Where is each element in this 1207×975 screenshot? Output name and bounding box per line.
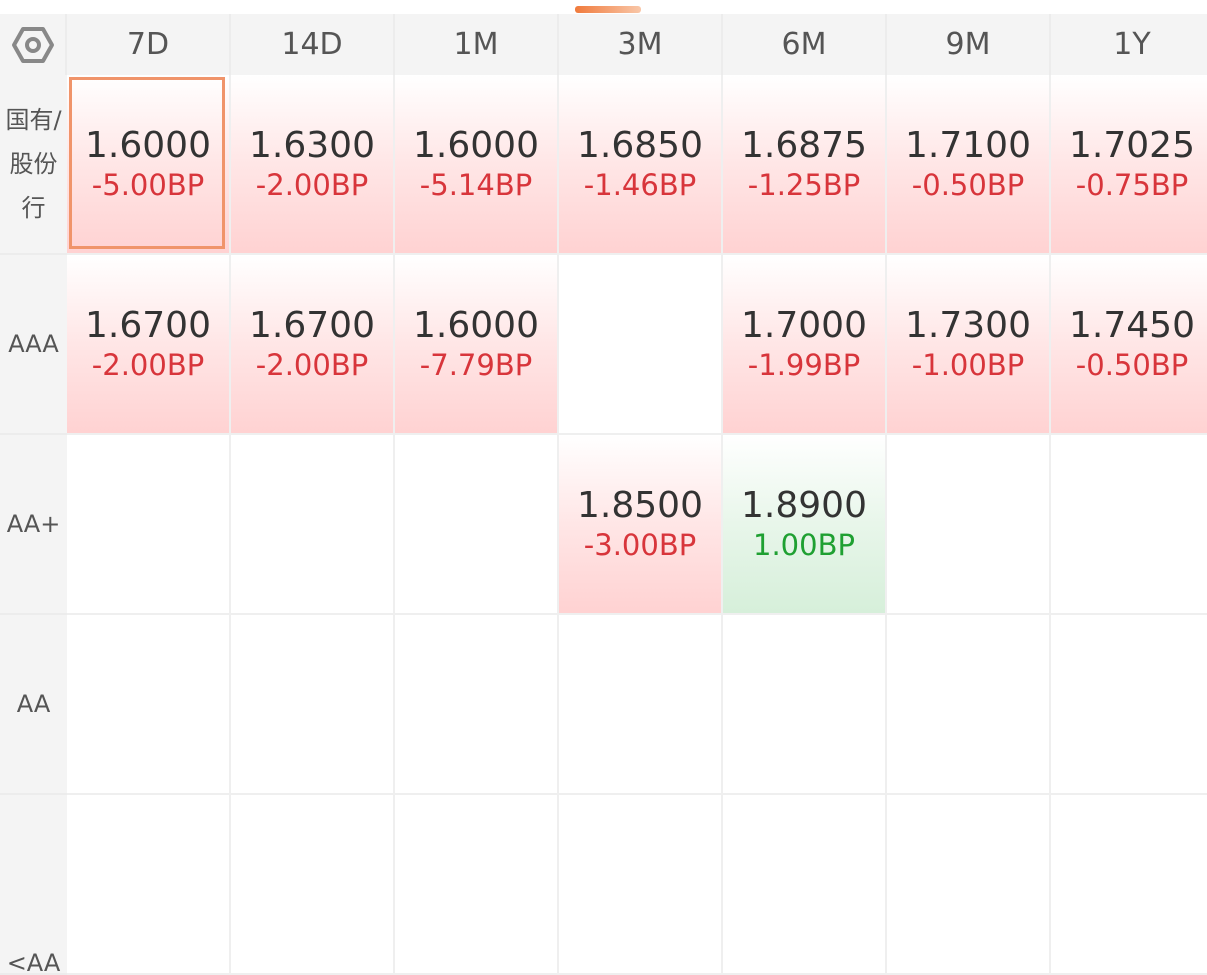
rate-cell[interactable]: 1.6000 -7.79BP [395,255,559,435]
top-bar [0,0,1207,14]
rate-change: -5.14BP [419,168,533,202]
rate-change: -2.00BP [255,168,369,202]
rate-change: -1.99BP [747,348,861,382]
rate-value: 1.7100 [905,125,1031,166]
rate-value: 1.6000 [413,125,539,166]
rate-cell[interactable]: 1.7000 -1.99BP [723,255,887,435]
rate-cell[interactable] [723,615,887,795]
settings-button[interactable] [0,14,67,75]
rate-cell[interactable] [395,615,559,795]
column-header-9m[interactable]: 9M [887,14,1051,75]
rate-value: 1.7025 [1069,125,1195,166]
rate-cell[interactable] [395,435,559,615]
hexagon-settings-icon [11,26,54,63]
rate-cell[interactable]: 1.6700 -2.00BP [67,255,231,435]
rate-cell[interactable]: 1.6000 -5.14BP [395,75,559,255]
rate-cell[interactable] [1051,435,1207,615]
rate-cell[interactable] [395,795,559,975]
column-header-3m[interactable]: 3M [559,14,723,75]
rate-change: -1.46BP [583,168,697,202]
rate-cell[interactable]: 1.7100 -0.50BP [887,75,1051,255]
rate-value: 1.6300 [249,125,375,166]
rate-cell[interactable]: 1.7025 -0.75BP [1051,75,1207,255]
rate-cell[interactable] [1051,615,1207,795]
rate-cell[interactable] [67,615,231,795]
rate-cell[interactable]: 1.6000 -5.00BP [67,75,231,255]
rate-change: -0.50BP [1075,348,1189,382]
rate-cell[interactable] [231,795,395,975]
rate-change: -1.25BP [747,168,861,202]
rate-value: 1.8500 [577,485,703,526]
rate-value: 1.6700 [249,305,375,346]
column-header-7d[interactable]: 7D [67,14,231,75]
rate-change: -7.79BP [419,348,533,382]
rate-change: -1.00BP [911,348,1025,382]
rate-value: 1.7000 [741,305,867,346]
rate-cell[interactable] [231,615,395,795]
rate-value: 1.6000 [85,125,211,166]
rate-cell[interactable]: 1.8500 -3.00BP [559,435,723,615]
rate-cell[interactable]: 1.6875 -1.25BP [723,75,887,255]
rate-cell[interactable] [723,795,887,975]
rate-matrix: 7D 14D 1M 3M 6M 9M 1Y 国有/股份行 1.6000 -5.00BP 1.6300… [0,14,1207,975]
rate-change: 1.00BP [753,528,855,562]
rate-cell[interactable] [887,615,1051,795]
rate-change: -0.50BP [911,168,1025,202]
rate-change: -2.00BP [255,348,369,382]
rate-cell[interactable] [559,255,723,435]
rate-value: 1.7300 [905,305,1031,346]
rate-cell[interactable] [231,435,395,615]
column-header-1y[interactable]: 1Y [1051,14,1207,75]
rate-change: -2.00BP [91,348,205,382]
row-label: AA [0,615,67,795]
column-header-14d[interactable]: 14D [231,14,395,75]
rate-cell[interactable]: 1.8900 1.00BP [723,435,887,615]
rate-change: -3.00BP [583,528,697,562]
drag-indicator[interactable] [575,6,641,13]
rate-cell[interactable] [67,435,231,615]
rate-value: 1.7450 [1069,305,1195,346]
column-header-6m[interactable]: 6M [723,14,887,75]
row-label: <AA [0,795,67,975]
rate-value: 1.6850 [577,125,703,166]
rate-value: 1.6000 [413,305,539,346]
rate-cell[interactable] [559,615,723,795]
rate-cell[interactable] [1051,795,1207,975]
column-header-1m[interactable]: 1M [395,14,559,75]
rate-cell[interactable] [67,795,231,975]
rate-cell[interactable] [559,795,723,975]
rate-change: -5.00BP [91,168,205,202]
row-label: 国有/股份行 [0,75,67,255]
rate-cell[interactable] [887,435,1051,615]
rate-value: 1.6875 [741,125,867,166]
rate-change: -0.75BP [1075,168,1189,202]
rate-cell[interactable]: 1.6850 -1.46BP [559,75,723,255]
rate-cell[interactable]: 1.7450 -0.50BP [1051,255,1207,435]
rate-cell[interactable]: 1.6700 -2.00BP [231,255,395,435]
row-label: AA+ [0,435,67,615]
rate-value: 1.6700 [85,305,211,346]
rate-cell[interactable]: 1.7300 -1.00BP [887,255,1051,435]
rate-value: 1.8900 [741,485,867,526]
row-label: AAA [0,255,67,435]
rate-cell[interactable] [887,795,1051,975]
rate-cell[interactable]: 1.6300 -2.00BP [231,75,395,255]
